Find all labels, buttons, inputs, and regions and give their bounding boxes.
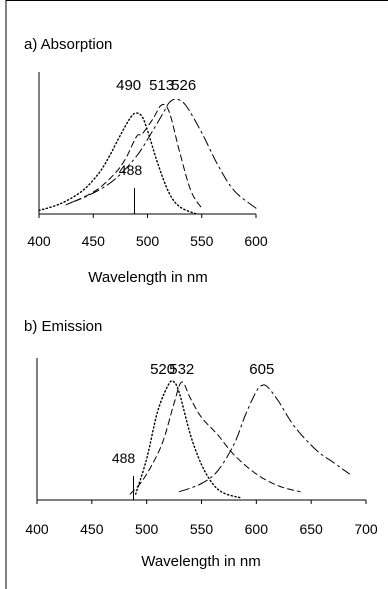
absorption-panel-title: a) Absorption [24, 36, 112, 53]
peak-label: 520 [150, 361, 175, 378]
x-tick-label: 600 [245, 521, 269, 537]
x-tick-label: 500 [136, 233, 160, 249]
series-line-dotted [135, 380, 241, 499]
x-tick-label: 400 [25, 521, 49, 537]
x-tick-label: 650 [299, 521, 323, 537]
x-tick-label: 700 [354, 521, 378, 537]
marker-label: 488 [112, 450, 136, 466]
peak-label: 532 [169, 361, 194, 378]
series-line-dashdot [71, 98, 257, 209]
emission-panel: b) Emission Wavelength in nm 400 450 500 55… [24, 318, 378, 570]
series-line-dotted [38, 112, 197, 215]
peak-label: 513 [149, 77, 174, 94]
series-line-dashed [129, 381, 301, 495]
marker-label: 488 [119, 162, 143, 178]
absorption-panel: a) Absorption Wavelength in nm 400 450 500… [24, 36, 268, 286]
x-tick-label: 400 [27, 233, 51, 249]
series-line-dashed [65, 103, 203, 209]
series-line-dashdot [179, 384, 351, 493]
emission-panel-title: b) Emission [24, 318, 102, 335]
x-tick-label: 600 [244, 233, 268, 249]
peak-label: 605 [249, 361, 274, 378]
absorption-x-axis-label: Wavelength in nm [88, 269, 208, 286]
x-tick-label: 450 [80, 521, 104, 537]
peak-label: 526 [171, 77, 196, 94]
x-tick-label: 450 [82, 233, 106, 249]
x-tick-label: 550 [190, 233, 214, 249]
emission-x-axis-label: Wavelength in nm [141, 553, 261, 570]
peak-label: 490 [116, 77, 141, 94]
x-tick-label: 500 [135, 521, 159, 537]
x-tick-label: 550 [190, 521, 214, 537]
